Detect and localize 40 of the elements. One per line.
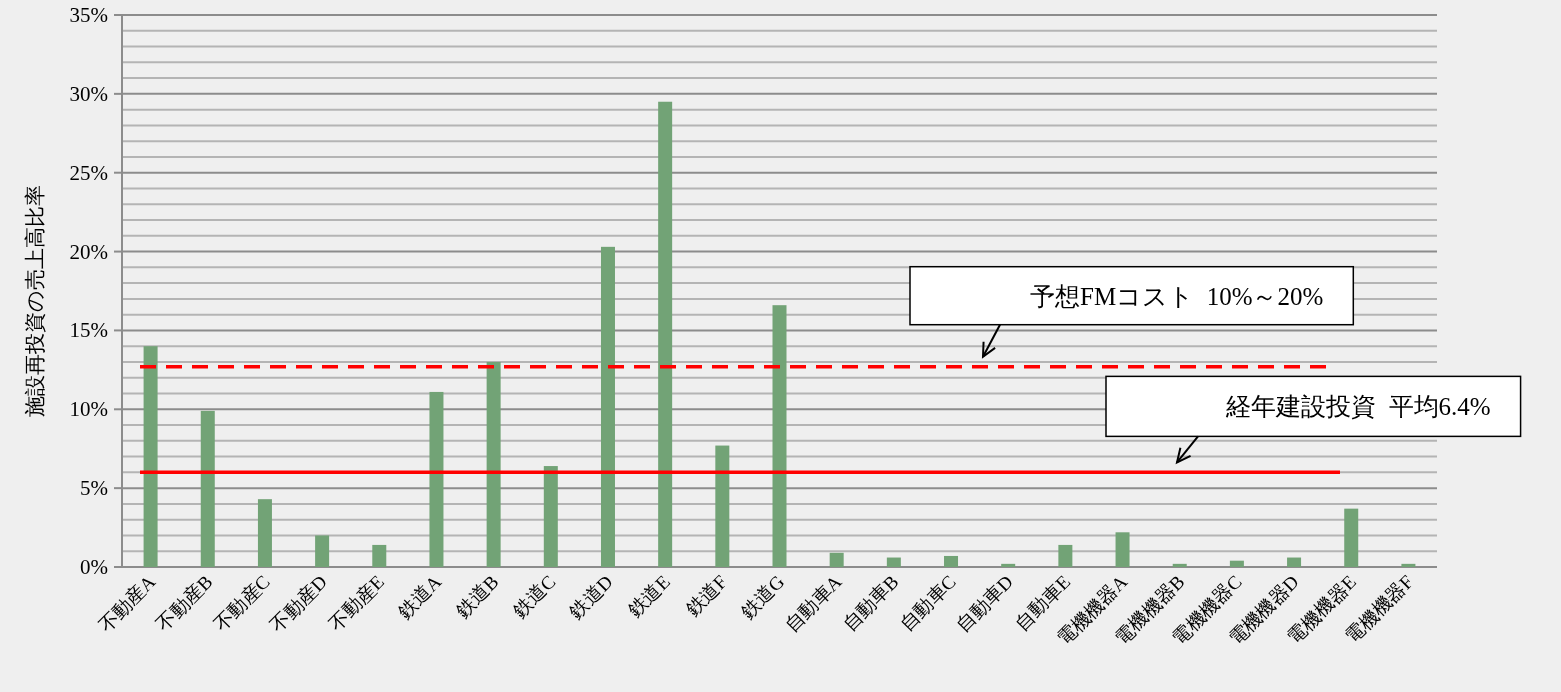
ref-line-label: 経年建設投資 平均6.4% <box>1225 393 1491 421</box>
y-axis-title: 施設再投資の売上高比率 <box>23 185 47 417</box>
x-tick-label: 鉄道C <box>508 570 560 622</box>
bar <box>1287 557 1302 567</box>
bar <box>600 246 615 567</box>
bar <box>829 552 844 567</box>
x-tick-label: 鉄道F <box>681 570 732 621</box>
x-tick-label: 鉄道B <box>451 570 503 622</box>
y-tick-label: 5% <box>80 476 108 501</box>
bar <box>1001 563 1016 567</box>
bar <box>1115 532 1130 567</box>
bar <box>315 535 330 567</box>
bar <box>658 101 673 567</box>
x-tick-label: 鉄道A <box>393 570 446 623</box>
bar <box>543 466 558 567</box>
bar <box>772 305 787 567</box>
bar <box>1344 508 1359 567</box>
bar <box>944 555 959 567</box>
y-tick-label: 35% <box>69 3 108 27</box>
y-tick-label: 30% <box>69 81 108 106</box>
bar <box>486 361 501 567</box>
y-tick-label: 10% <box>69 397 108 422</box>
bar <box>1058 544 1073 567</box>
bar <box>1172 563 1187 567</box>
bar <box>257 499 272 567</box>
bar <box>715 445 730 567</box>
y-tick-label: 25% <box>69 160 108 185</box>
y-tick-label: 0% <box>80 555 108 579</box>
bar <box>1229 560 1244 567</box>
bar <box>886 557 901 567</box>
x-tick-label: 鉄道E <box>624 570 674 621</box>
bar <box>1401 563 1416 567</box>
y-tick-label: 20% <box>69 239 108 264</box>
x-tick-label: 鉄道D <box>565 570 617 623</box>
y-tick-label: 15% <box>69 318 108 343</box>
bar <box>372 544 387 567</box>
bar <box>200 410 215 567</box>
ref-line-label: 予想FMコスト 10%～20% <box>1030 282 1324 310</box>
bar <box>429 391 444 567</box>
bar <box>143 346 158 567</box>
